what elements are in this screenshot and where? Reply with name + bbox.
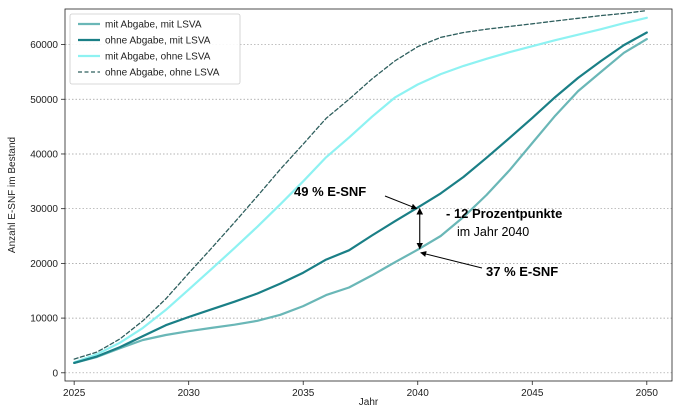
x-tick-label: 2045 [521,388,544,399]
label-lower: 37 % E-SNF [486,264,558,279]
x-tick-label: 2025 [63,388,86,399]
y-tick-label: 10000 [30,314,58,325]
legend: mit Abgabe, mit LSVA ohne Abgabe, mit LSV… [69,13,241,85]
label-upper: 49 % E-SNF [294,184,366,199]
x-tick-label: 2035 [292,388,315,399]
x-tick-label: 2030 [178,388,201,399]
series-lines [73,9,648,364]
series-line [73,9,648,360]
legend-label: mit Abgabe, ohne LSVA [105,52,211,63]
y-axis: 0 10000 20000 30000 40000 50000 60000 [30,40,65,379]
legend-box [69,13,241,85]
x-tick-label: 2040 [407,388,430,399]
legend-label: ohne Abgabe, mit LSVA [105,36,211,47]
y-axis-label: Anzahl E-SNF im Bestand [7,137,18,253]
legend-label: ohne Abgabe, ohne LSVA [105,68,220,79]
y-tick-label: 60000 [30,40,58,51]
difference-sublabel: im Jahr 2040 [457,225,529,239]
series-line [73,38,648,364]
y-tick-label: 30000 [30,204,58,215]
difference-label: - 12 Prozentpunkte [446,206,562,221]
plot-frame [64,8,673,382]
x-axis-label: Jahr [359,397,379,408]
pointer-arrow-lower [420,251,483,269]
series-line [73,16,648,364]
y-tick-label: 40000 [30,149,58,160]
x-axis: 2025 2030 2035 2040 2045 2050 [63,381,658,399]
grid [65,44,672,374]
x-tick-label: 2050 [636,388,659,399]
pointer-arrow-upper [384,195,418,210]
y-tick-label: 0 [52,368,58,379]
annotations: 49 % E-SNF 37 % E-SNF - 12 Prozentpunkte im… [294,184,562,279]
legend-label: mit Abgabe, mit LSVA [105,20,202,31]
y-tick-label: 50000 [30,95,58,106]
y-tick-label: 20000 [30,259,58,270]
series-line [73,31,648,364]
